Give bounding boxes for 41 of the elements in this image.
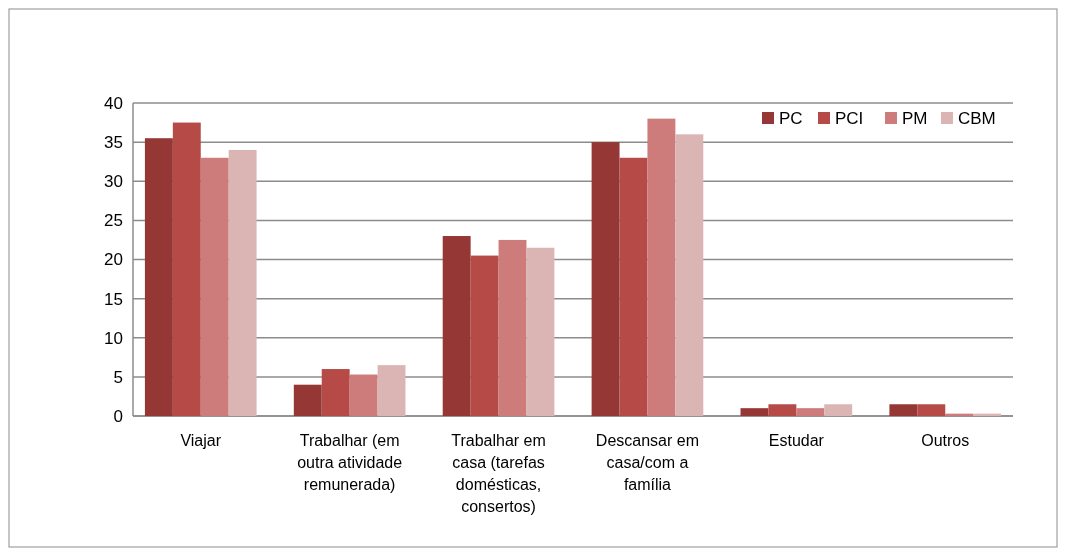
bar	[498, 239, 527, 416]
bar	[470, 255, 499, 416]
bar	[768, 404, 797, 416]
bar	[796, 408, 825, 416]
bar	[377, 365, 406, 416]
bar	[675, 134, 704, 416]
y-tick-label: 0	[113, 406, 123, 426]
legend-label: PCI	[835, 108, 864, 128]
y-tick-label: 35	[104, 133, 123, 153]
y-tick-label: 30	[104, 172, 123, 192]
bar	[200, 157, 229, 416]
bar	[591, 142, 620, 416]
bar	[889, 404, 918, 416]
bar	[349, 374, 378, 416]
x-tick-label: Viajar	[180, 432, 222, 449]
bar	[619, 157, 648, 416]
x-tick-label: Outros	[921, 432, 970, 449]
bar	[647, 118, 676, 416]
bar	[526, 247, 555, 416]
bar	[228, 149, 257, 416]
y-tick-label: 25	[104, 211, 123, 231]
y-tick-label: 10	[104, 328, 123, 348]
bar	[442, 236, 471, 416]
bar	[321, 369, 350, 416]
x-tick-label: Trabalhar (em outra atividade remunerada)	[297, 432, 403, 493]
x-tick-label: Trabalhar em casa (tarefas domésticas, consertos)	[451, 432, 546, 515]
bar	[293, 384, 322, 416]
y-tick-label: 20	[104, 250, 123, 270]
y-tick-label: 5	[113, 367, 123, 387]
bar	[824, 404, 853, 416]
legend-label: PC	[779, 108, 803, 128]
x-tick-label: Descansar em casa/com a família	[595, 432, 700, 493]
bar	[172, 122, 201, 416]
bar	[144, 138, 173, 416]
legend-label: CBM	[958, 108, 996, 128]
bar	[917, 404, 946, 416]
y-tick-label: 15	[104, 289, 123, 309]
x-tick-label: Estudar	[768, 432, 825, 449]
bar	[740, 408, 769, 416]
y-tick-label: 40	[104, 93, 123, 113]
legend-label: PM	[902, 108, 928, 128]
